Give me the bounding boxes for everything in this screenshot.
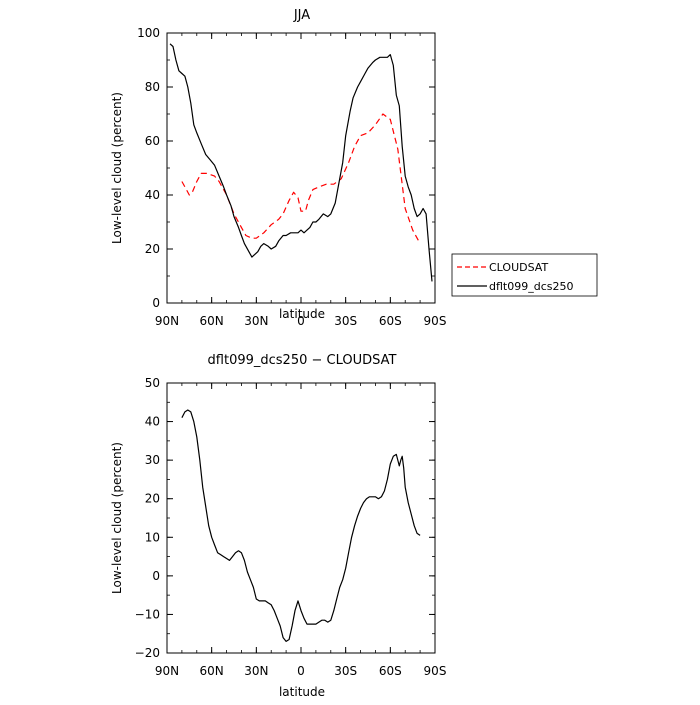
top-xtick-label: 0	[297, 314, 305, 328]
legend-label-cloudsat: CLOUDSAT	[489, 261, 548, 274]
top-chart-ylabel: Low-level cloud (percent)	[110, 92, 124, 244]
bottom-ytick-label: 10	[145, 530, 160, 544]
bottom-xtick-label: 0	[297, 664, 305, 678]
top-chart-lines	[169, 43, 433, 282]
bottom-series-line-difference	[181, 409, 421, 643]
bottom-chart-ylabel: Low-level cloud (percent)	[110, 442, 124, 594]
top-chart-xlabel: latitude	[279, 307, 325, 321]
top-xtick-label: 60N	[200, 314, 224, 328]
top-series-line-cloudsat	[181, 113, 421, 244]
top-ytick-label: 40	[145, 188, 160, 202]
top-ytick-label: 60	[145, 134, 160, 148]
bottom-xtick-label: 60N	[200, 664, 224, 678]
bottom-chart-lines	[181, 409, 421, 643]
top-series-line-dflt099-dcs250	[169, 43, 433, 282]
top-xtick-label: 30N	[244, 314, 268, 328]
bottom-xtick-label: 60S	[379, 664, 402, 678]
bottom-ytick-label: 30	[145, 453, 160, 467]
bottom-xtick-label: 90S	[424, 664, 447, 678]
legend-label-model: dflt099_dcs250	[489, 280, 573, 293]
bottom-ytick-label: 20	[145, 492, 160, 506]
bottom-ytick-label: 0	[152, 569, 160, 583]
bottom-ytick-label: −20	[135, 646, 160, 660]
top-chart-panel: JJA Low-level cloud (percent) latitude 9…	[110, 8, 446, 328]
top-xtick-label: 60S	[379, 314, 402, 328]
bottom-ytick-label: 50	[145, 376, 160, 390]
bottom-ytick-label: 40	[145, 415, 160, 429]
top-ytick-label: 0	[152, 296, 160, 310]
top-xtick-label: 90N	[155, 314, 179, 328]
top-xtick-label: 30S	[334, 314, 357, 328]
top-ytick-label: 20	[145, 242, 160, 256]
top-chart-ticks: 90N 60N 30N 0 30S 60S 90S 0 20 40 60 80 100	[137, 26, 446, 328]
top-ytick-label: 100	[137, 26, 160, 40]
top-ytick-label: 80	[145, 80, 160, 94]
bottom-chart-ticks: 90N 60N 30N 0 30S 60S 90S −20 −10 0 10 20 30 40 50	[135, 376, 447, 678]
top-chart-frame	[166, 32, 436, 304]
bottom-xtick-label: 30N	[244, 664, 268, 678]
top-chart-title: JJA	[293, 8, 310, 23]
bottom-chart-frame	[166, 382, 436, 654]
legend: CLOUDSAT dflt099_dcs250	[451, 253, 598, 297]
legend-box	[451, 253, 598, 297]
bottom-ytick-label: −10	[135, 607, 160, 621]
bottom-chart-xlabel: latitude	[279, 685, 325, 699]
bottom-chart-title: dflt099_dcs250 − CLOUDSAT	[208, 353, 397, 368]
bottom-chart-panel: dflt099_dcs250 − CLOUDSAT Low-level clou…	[110, 353, 446, 699]
bottom-xtick-label: 90N	[155, 664, 179, 678]
top-xtick-label: 90S	[424, 314, 447, 328]
bottom-xtick-label: 30S	[334, 664, 357, 678]
